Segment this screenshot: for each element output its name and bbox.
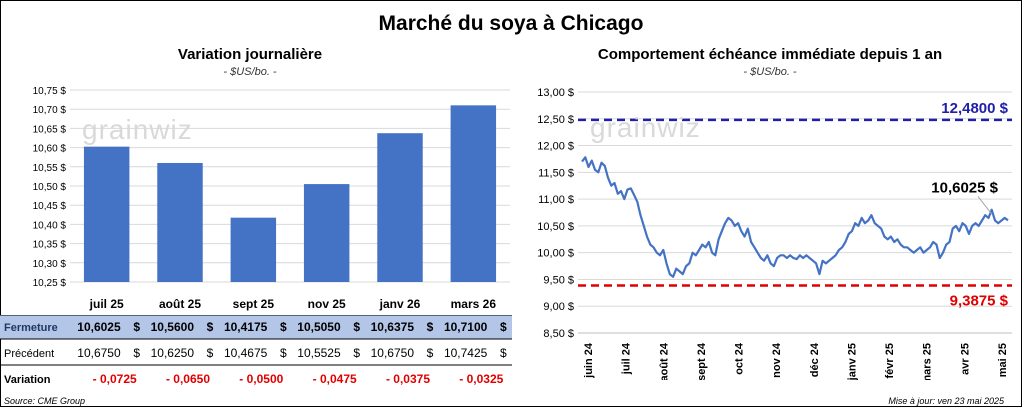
source-note: Source: CME Group xyxy=(4,396,86,406)
bar-ytick-label: 10,50 $ xyxy=(33,182,67,193)
line-xtick-label: sept 24 xyxy=(696,342,708,380)
data-table: Fermeture 10,6025 $10,5600 $10,4175 $10,5050… xyxy=(0,315,512,386)
line-xtick-label: août 24 xyxy=(658,342,670,380)
line-xtick-label: déc 24 xyxy=(809,342,821,377)
bar-1 xyxy=(157,162,203,282)
table-cell-value: - 0,0475 xyxy=(313,372,357,386)
line-xtick-label: mai 25 xyxy=(997,343,1009,377)
table-cell-suffix: $ xyxy=(353,320,360,334)
bar-ytick-label: 10,65 $ xyxy=(33,124,67,135)
line-ytick-label: 9,50 $ xyxy=(543,274,574,286)
line-ytick-label: 12,00 $ xyxy=(537,141,574,153)
table-cell-suffix: $ xyxy=(133,320,140,334)
table-cell-value: - 0,0650 xyxy=(166,372,210,386)
main-title: Marché du soya à Chicago xyxy=(378,12,644,35)
line-xtick-label: nov 24 xyxy=(771,342,783,378)
table-cell-suffix: $ xyxy=(133,346,140,360)
table-cell-value: 10,5525 xyxy=(297,346,341,360)
right-watermark: grainwiz xyxy=(590,112,701,143)
bar-ytick-label: 10,45 $ xyxy=(33,201,67,212)
bar-ytick-label: 10,35 $ xyxy=(33,240,67,251)
bar-ytick-label: 10,30 $ xyxy=(33,259,67,270)
bar-3 xyxy=(303,184,350,282)
right-chart-subtitle: Comportement échéance immédiate depuis 1… xyxy=(597,46,943,63)
bar-category-label: sept 25 xyxy=(233,297,275,311)
table-cell-suffix: $ xyxy=(280,320,287,334)
line-chart: 8,50 $ 9,00 $ 9,50 $ 10,00 $ 10,50 $ 11,00 $ 1… xyxy=(537,87,1012,380)
fermeture-row-bg xyxy=(0,315,512,339)
table-cell-suffix: $ xyxy=(500,320,507,334)
table-cell-suffix: $ xyxy=(207,320,214,334)
table-cell-value: - 0,0375 xyxy=(386,372,430,386)
table-cell-suffix: $ xyxy=(280,346,287,360)
table-cell-suffix: $ xyxy=(500,346,507,360)
left-chart-unit: - $US/bo. - xyxy=(223,66,277,78)
bar-5 xyxy=(450,105,497,282)
bar-ytick-label: 10,60 $ xyxy=(33,144,67,155)
max-reference-label: 12,4800 $ xyxy=(941,100,1008,117)
bar-category-label: nov 25 xyxy=(308,297,346,311)
line-xtick-label: mars 25 xyxy=(922,343,934,380)
table-row-label: Variation xyxy=(4,374,51,386)
table-cell-value: 10,5600 xyxy=(151,320,195,334)
bar-category-label: août 25 xyxy=(159,297,201,311)
left-chart-subtitle: Variation journalière xyxy=(177,46,323,63)
bar-ytick-label: 10,70 $ xyxy=(33,105,67,116)
line-ytick-label: 8,50 $ xyxy=(543,328,574,340)
table-row-label: Fermeture xyxy=(4,322,58,334)
table-cell-value: 10,4175 xyxy=(224,320,268,334)
line-ytick-label: 10,00 $ xyxy=(537,248,574,260)
bar-category-label: mars 26 xyxy=(451,297,497,311)
line-ytick-label: 11,50 $ xyxy=(538,167,574,179)
table-cell-value: 10,6750 xyxy=(77,346,121,360)
line-ytick-label: 10,50 $ xyxy=(537,221,574,233)
last-value-label: 10,6025 $ xyxy=(931,179,998,196)
bar-ytick-label: 10,25 $ xyxy=(33,278,67,289)
table-cell-value: 10,6025 xyxy=(77,320,121,334)
bar-0 xyxy=(83,146,130,282)
bar-4 xyxy=(377,133,423,282)
table-cell-value: 10,5050 xyxy=(297,320,341,334)
left-watermark: grainwiz xyxy=(82,114,193,145)
update-note: Mise à jour: ven 23 mai 2025 xyxy=(888,396,1004,406)
line-ytick-label: 12,50 $ xyxy=(537,114,574,126)
line-ytick-label: 9,00 $ xyxy=(543,301,574,313)
line-xtick-label: avr 25 xyxy=(959,343,971,375)
line-xtick-label: juil 24 xyxy=(621,342,633,375)
right-chart-unit: - $US/bo. - xyxy=(743,66,797,78)
table-cell-value: 10,6250 xyxy=(151,346,195,360)
table-cell-suffix: $ xyxy=(427,346,434,360)
bar-chart: 10,25 $ 10,30 $ 10,35 $ 10,40 $ 10,45 $ 10,50… xyxy=(33,86,510,311)
table-cell-value: 10,7425 xyxy=(444,346,488,360)
table-cell-suffix: $ xyxy=(353,346,360,360)
table-row-label: Précédent xyxy=(4,348,54,360)
bar-category-label: juil 25 xyxy=(89,297,124,311)
table-cell-value: 10,4675 xyxy=(224,346,268,360)
bar-ytick-label: 10,55 $ xyxy=(33,163,67,174)
table-cell-suffix: $ xyxy=(427,320,434,334)
table-cell-value: 10,6750 xyxy=(371,346,415,360)
line-xtick-label: juin 24 xyxy=(583,342,595,379)
line-xtick-label: janv 25 xyxy=(846,343,858,380)
bar-category-label: janv 26 xyxy=(379,297,421,311)
bar-2 xyxy=(230,217,277,282)
line-xtick-label: oct 24 xyxy=(734,342,746,375)
line-xtick-label: févr 25 xyxy=(884,343,896,378)
bar-ytick-label: 10,40 $ xyxy=(33,220,67,231)
table-cell-value: 10,7100 xyxy=(444,320,488,334)
table-cell-value: - 0,0725 xyxy=(93,372,137,386)
price-series-line xyxy=(581,156,1009,278)
min-reference-label: 9,3875 $ xyxy=(950,292,1009,309)
table-cell-value: - 0,0500 xyxy=(239,372,283,386)
line-ytick-label: 13,00 $ xyxy=(537,87,574,99)
table-cell-value: 10,6375 xyxy=(371,320,415,334)
line-ytick-label: 11,00 $ xyxy=(538,194,574,206)
bar-ytick-label: 10,75 $ xyxy=(33,86,67,97)
table-cell-value: - 0,0325 xyxy=(459,372,503,386)
table-cell-suffix: $ xyxy=(207,346,214,360)
last-value-leader xyxy=(977,196,993,215)
